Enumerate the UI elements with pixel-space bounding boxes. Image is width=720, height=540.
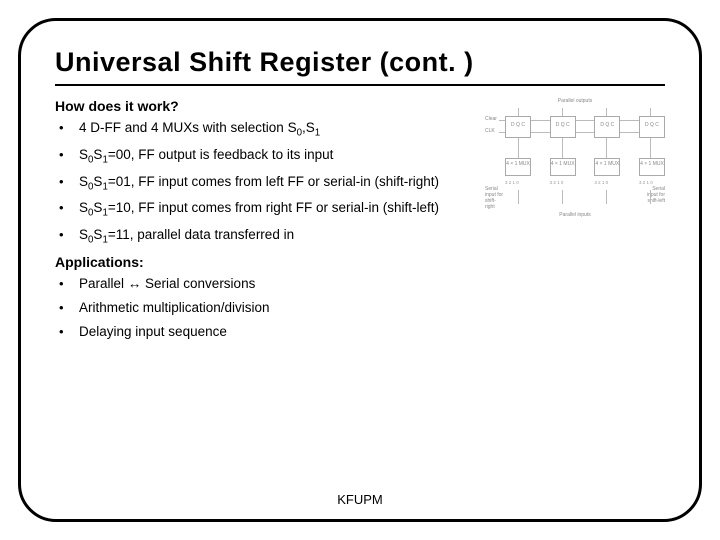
diagram-label-clk: CLK <box>485 128 495 134</box>
bullet-list-how: 4 D-FF and 4 MUXs with selection S0,S1 S… <box>55 120 475 247</box>
bullet-text: 4 D-FF and 4 MUXs with selection S <box>79 120 297 135</box>
flipflop-box: D Q C <box>505 116 531 138</box>
bullet-text: S <box>79 227 88 242</box>
wire <box>606 108 607 116</box>
diagram-label-parallel-outputs: Parallel outputs <box>485 98 665 104</box>
mux-box: 4 × 1 MUX <box>594 158 620 176</box>
bullet-text: =10, FF input comes from right FF or ser… <box>108 200 439 215</box>
bullet-item: S0S1=11, parallel data transferred in <box>55 227 475 247</box>
wire <box>562 190 563 204</box>
bullet-item: S0S1=01, FF input comes from left FF or … <box>55 174 475 194</box>
flipflop-row: D Q C D Q C D Q C D Q C <box>505 116 665 138</box>
diagram-label-clear: Clear <box>485 116 497 122</box>
mux-input-row: 3 2 1 0 3 2 1 0 3 2 1 0 3 2 1 0 <box>505 180 665 185</box>
bullet-text: S <box>79 147 88 162</box>
flipflop-box: D Q C <box>639 116 665 138</box>
wire <box>562 108 563 116</box>
bullet-text: =00, FF output is feedback to its input <box>108 147 334 162</box>
slide-title: Universal Shift Register (cont. ) <box>55 47 665 86</box>
mux-inputs: 3 2 1 0 <box>639 180 665 185</box>
footer-text: KFUPM <box>21 492 699 507</box>
bullet-list-applications: Parallel ↔ Serial conversions Arithmetic… <box>55 276 475 341</box>
wire <box>518 108 519 116</box>
diagram-column: Parallel outputs Clear CLK D Q C D Q C D… <box>485 98 665 348</box>
shift-register-diagram: Parallel outputs Clear CLK D Q C D Q C D… <box>485 98 665 218</box>
bullet-text: =11, parallel data transferred in <box>108 227 294 242</box>
bullet-text: S <box>79 200 88 215</box>
wire <box>606 190 607 204</box>
subscript: 1 <box>315 128 320 139</box>
diagram-label-serial-right: Serial input for shift-right <box>485 186 505 210</box>
mux-inputs: 3 2 1 0 <box>550 180 576 185</box>
wire <box>650 190 651 204</box>
bullet-item: Delaying input sequence <box>55 324 475 341</box>
bullet-text: =01, FF input comes from left FF or seri… <box>108 174 439 189</box>
flipflop-box: D Q C <box>594 116 620 138</box>
wire <box>650 108 651 116</box>
content-row: How does it work? 4 D-FF and 4 MUXs with… <box>55 98 665 348</box>
bullet-item: 4 D-FF and 4 MUXs with selection S0,S1 <box>55 120 475 140</box>
wire <box>650 138 651 158</box>
bullet-item: S0S1=00, FF output is feedback to its in… <box>55 147 475 167</box>
slide-frame: Universal Shift Register (cont. ) How do… <box>18 18 702 522</box>
bullet-text: S <box>79 174 88 189</box>
mux-box: 4 × 1 MUX <box>550 158 576 176</box>
wire <box>606 138 607 158</box>
mux-row: 4 × 1 MUX 4 × 1 MUX 4 × 1 MUX 4 × 1 MUX <box>505 158 665 176</box>
wire <box>562 138 563 158</box>
mux-inputs: 3 2 1 0 <box>594 180 620 185</box>
bullet-item: Parallel ↔ Serial conversions <box>55 276 475 293</box>
bullet-item: Arithmetic multiplication/division <box>55 300 475 317</box>
bullet-item: S0S1=10, FF input comes from right FF or… <box>55 200 475 220</box>
text-column: How does it work? 4 D-FF and 4 MUXs with… <box>55 98 475 348</box>
bullet-text: ,S <box>302 120 315 135</box>
flipflop-box: D Q C <box>550 116 576 138</box>
mux-box: 4 × 1 MUX <box>639 158 665 176</box>
mux-inputs: 3 2 1 0 <box>505 180 531 185</box>
subheading-applications: Applications: <box>55 254 475 270</box>
wire <box>518 190 519 204</box>
diagram-label-serial-left: Serial input for shift-left <box>641 186 665 204</box>
wire <box>518 138 519 158</box>
subheading-how: How does it work? <box>55 98 475 114</box>
mux-box: 4 × 1 MUX <box>505 158 531 176</box>
diagram-label-parallel-inputs: Parallel inputs <box>485 212 665 218</box>
